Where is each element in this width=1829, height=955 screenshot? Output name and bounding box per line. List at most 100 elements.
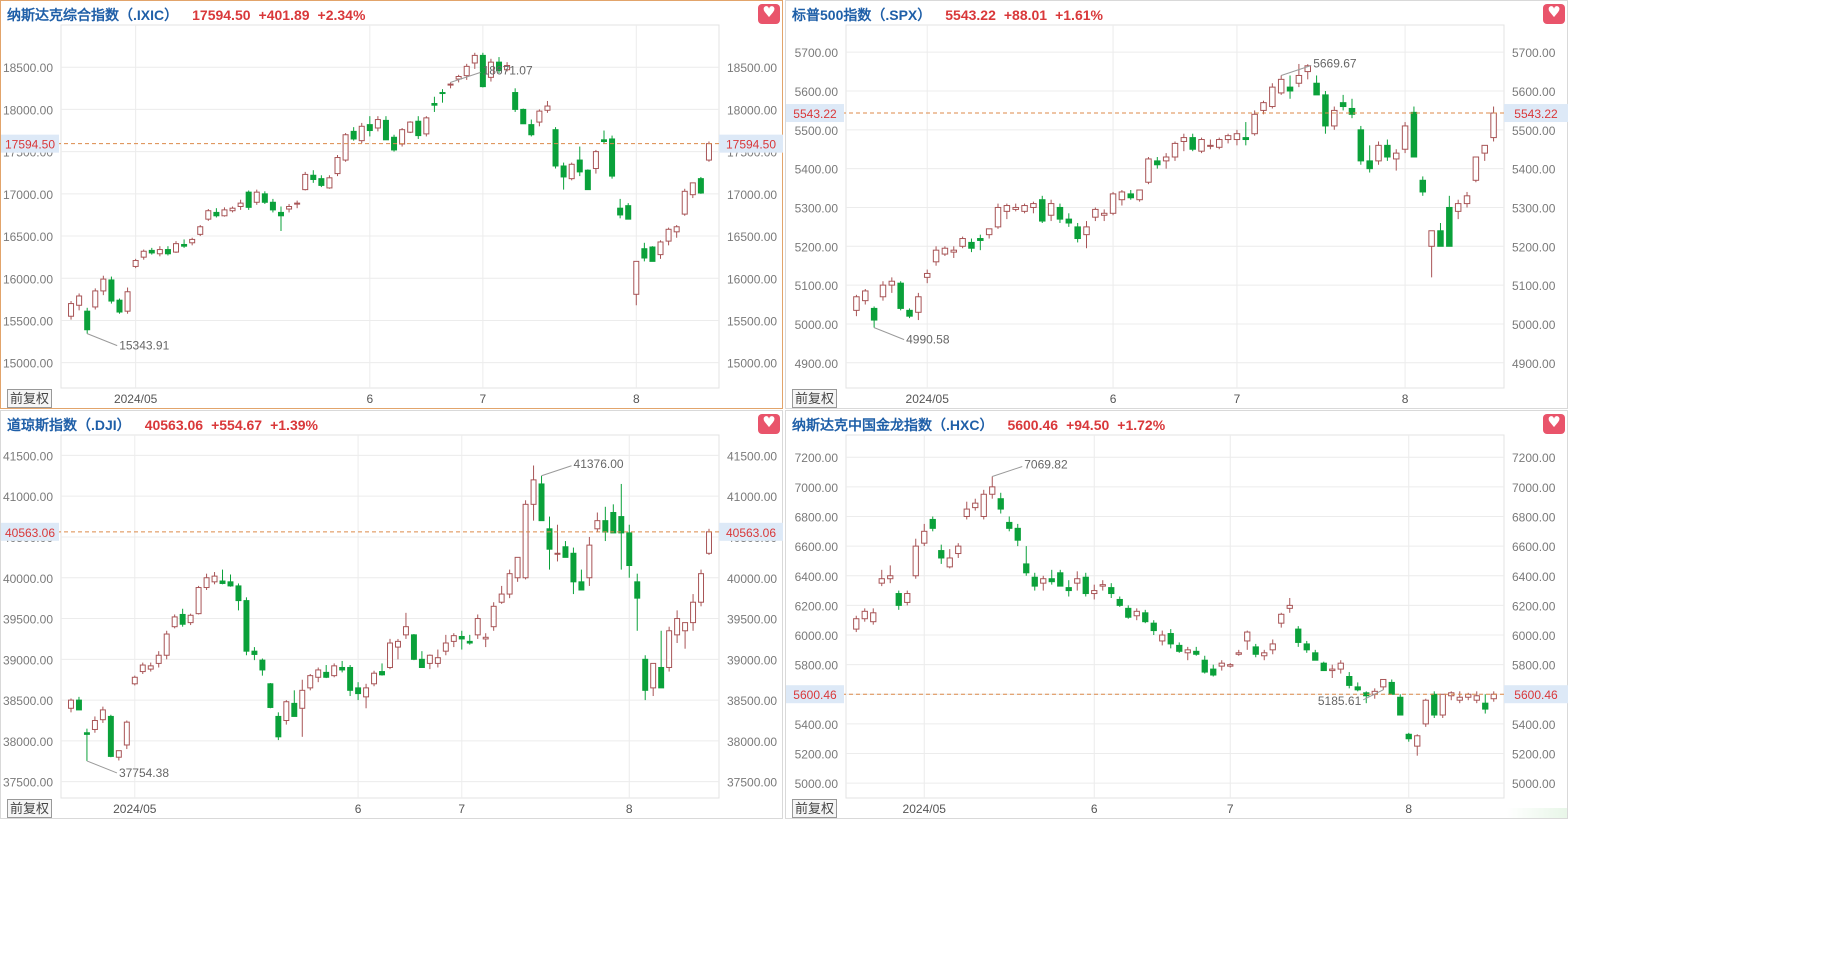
- candle[interactable]: [862, 289, 869, 305]
- candle[interactable]: [1269, 83, 1276, 109]
- candle[interactable]: [1201, 655, 1208, 674]
- candle[interactable]: [1031, 572, 1038, 591]
- candle[interactable]: [1295, 626, 1302, 647]
- candle[interactable]: [1207, 139, 1214, 150]
- candlestick-chart[interactable]: 5700.00 5700.00 5600.00 5600.00 5500.00 5500.…: [786, 1, 1569, 410]
- candle[interactable]: [76, 293, 83, 311]
- candle[interactable]: [932, 246, 940, 266]
- candle[interactable]: [1184, 646, 1191, 661]
- candle[interactable]: [1180, 133, 1188, 152]
- candle[interactable]: [578, 569, 585, 591]
- candle[interactable]: [1313, 75, 1320, 96]
- candle[interactable]: [1410, 106, 1418, 158]
- candle[interactable]: [1286, 597, 1293, 613]
- candle[interactable]: [163, 630, 170, 660]
- candle[interactable]: [221, 207, 228, 217]
- candle[interactable]: [929, 516, 936, 532]
- candle[interactable]: [1428, 230, 1435, 278]
- candle[interactable]: [1224, 133, 1232, 144]
- candle[interactable]: [382, 116, 389, 141]
- candle[interactable]: [1092, 207, 1099, 222]
- candle[interactable]: [1303, 640, 1310, 653]
- candle[interactable]: [431, 96, 438, 112]
- candle[interactable]: [269, 198, 276, 213]
- candle[interactable]: [1278, 612, 1285, 628]
- candle[interactable]: [1176, 642, 1183, 653]
- candle[interactable]: [681, 188, 688, 216]
- candlestick-chart[interactable]: 41500.0041500.0041000.0041000.0040500.00…: [1, 411, 784, 820]
- candle[interactable]: [132, 258, 139, 269]
- candle[interactable]: [1312, 649, 1319, 661]
- candle[interactable]: [963, 501, 970, 520]
- candle[interactable]: [171, 614, 178, 629]
- candle[interactable]: [1414, 734, 1421, 756]
- candle[interactable]: [658, 630, 665, 689]
- candle[interactable]: [989, 476, 996, 499]
- candle[interactable]: [1482, 694, 1489, 714]
- candle[interactable]: [219, 569, 226, 585]
- candle[interactable]: [584, 169, 591, 191]
- candle[interactable]: [1431, 691, 1438, 718]
- heart-icon[interactable]: [758, 413, 780, 434]
- candle[interactable]: [617, 198, 624, 219]
- candle[interactable]: [498, 585, 505, 604]
- candle[interactable]: [147, 662, 154, 672]
- candle[interactable]: [68, 698, 74, 713]
- candle[interactable]: [302, 171, 309, 191]
- chart-panel-ixic[interactable]: 纳斯达克综合指数（.IXIC） 17594.50 +401.89 +2.34% 185…: [0, 0, 784, 409]
- candle[interactable]: [1446, 195, 1453, 247]
- candle[interactable]: [92, 288, 99, 310]
- candle[interactable]: [1339, 94, 1347, 111]
- candle[interactable]: [706, 528, 712, 555]
- candle[interactable]: [1193, 646, 1200, 656]
- candle[interactable]: [482, 633, 489, 648]
- candle[interactable]: [307, 674, 314, 691]
- candle[interactable]: [450, 633, 457, 648]
- candle[interactable]: [1348, 98, 1356, 119]
- candle[interactable]: [379, 663, 385, 676]
- candle[interactable]: [115, 750, 122, 761]
- candle[interactable]: [560, 162, 567, 190]
- index-name[interactable]: 纳斯达克中国金龙指数（.HXC）: [792, 417, 994, 433]
- candle[interactable]: [291, 690, 298, 717]
- candle[interactable]: [275, 712, 282, 741]
- candle[interactable]: [985, 228, 993, 239]
- price-adjust-button[interactable]: 前复权: [7, 389, 53, 408]
- candle[interactable]: [906, 308, 913, 319]
- candle[interactable]: [1388, 679, 1395, 695]
- candle[interactable]: [259, 658, 266, 676]
- candle[interactable]: [520, 108, 527, 125]
- candle[interactable]: [536, 109, 543, 127]
- candle[interactable]: [544, 100, 551, 113]
- candle[interactable]: [538, 475, 545, 522]
- candle[interactable]: [442, 634, 449, 656]
- candle[interactable]: [1198, 137, 1205, 154]
- candle[interactable]: [156, 246, 163, 257]
- candle[interactable]: [1490, 106, 1497, 142]
- index-name[interactable]: 纳斯达克综合指数（.IXIC）: [7, 7, 179, 23]
- candle[interactable]: [997, 492, 1004, 514]
- candle[interactable]: [665, 227, 672, 246]
- candle[interactable]: [68, 301, 75, 320]
- candle[interactable]: [618, 483, 625, 570]
- candle[interactable]: [471, 52, 478, 69]
- candle[interactable]: [299, 679, 306, 737]
- candle[interactable]: [124, 287, 131, 314]
- candle[interactable]: [173, 241, 180, 253]
- index-name[interactable]: 道琼斯指数（.DJI）: [7, 417, 131, 433]
- candle[interactable]: [870, 306, 878, 328]
- candle[interactable]: [1366, 145, 1373, 173]
- candle[interactable]: [912, 538, 919, 579]
- candle[interactable]: [1235, 649, 1242, 656]
- candle[interactable]: [1473, 691, 1480, 704]
- heart-icon[interactable]: [1543, 413, 1565, 434]
- candle[interactable]: [1329, 664, 1336, 678]
- candle[interactable]: [634, 573, 641, 631]
- candle[interactable]: [418, 651, 425, 668]
- candle[interactable]: [116, 298, 123, 314]
- candle[interactable]: [1100, 209, 1108, 222]
- candle[interactable]: [1454, 199, 1462, 220]
- candle[interactable]: [923, 269, 931, 284]
- candle[interactable]: [197, 225, 204, 237]
- candle[interactable]: [1056, 203, 1064, 223]
